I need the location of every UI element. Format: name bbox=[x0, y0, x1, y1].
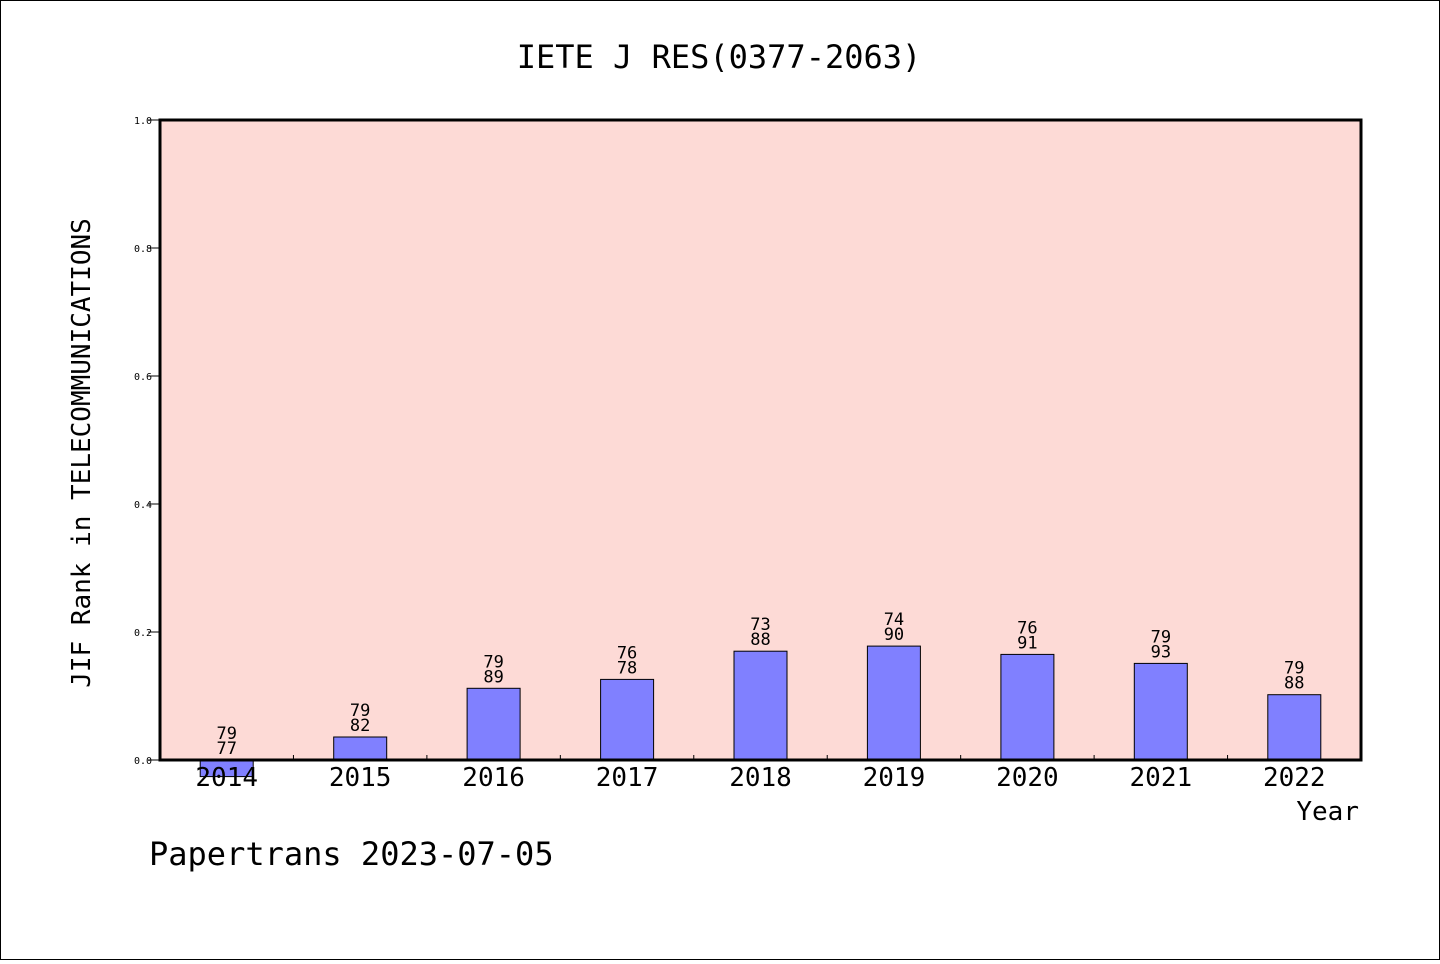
bar-rank-label: 88 bbox=[1284, 674, 1304, 694]
x-axis-label: Year bbox=[1296, 797, 1359, 827]
footer-text: Papertrans 2023-07-05 bbox=[149, 835, 554, 873]
bar-total-label: 79 bbox=[1151, 627, 1171, 647]
bar-total-label: 79 bbox=[483, 652, 503, 672]
x-tick-label: 2014 bbox=[195, 763, 258, 793]
bar-total-label: 79 bbox=[350, 701, 370, 721]
bar-rank-label: 88 bbox=[750, 630, 770, 650]
bar-rank-label: 91 bbox=[1017, 633, 1037, 653]
bar-total-label: 73 bbox=[750, 615, 770, 635]
bar-2015 bbox=[333, 736, 388, 761]
x-tick-label: 2017 bbox=[596, 763, 659, 793]
bar-rank-label: 93 bbox=[1151, 642, 1171, 662]
bar-2016 bbox=[466, 687, 521, 761]
chart-title: IETE J RES(0377-2063) bbox=[517, 38, 922, 76]
bar-2018 bbox=[733, 650, 788, 761]
x-tick-label: 2015 bbox=[329, 763, 392, 793]
bar-total-label: 74 bbox=[884, 610, 904, 630]
bar-2017 bbox=[600, 678, 655, 761]
y-tick-label: 0.4 bbox=[134, 500, 152, 511]
x-tick-label: 2016 bbox=[462, 763, 525, 793]
bar-2020 bbox=[1000, 653, 1055, 761]
y-axis-label: JIF Rank in TELECOMMUNICATIONS bbox=[67, 218, 97, 688]
y-tick-label: 0.6 bbox=[134, 372, 152, 383]
bar-total-label: 79 bbox=[1284, 659, 1304, 679]
bar-2019 bbox=[866, 645, 921, 761]
bar-rank-label: 82 bbox=[350, 716, 370, 736]
bar-2021 bbox=[1133, 662, 1188, 761]
y-axis: 0.0 0.2 0.4 0.6 0.8 1.0 bbox=[134, 116, 160, 767]
y-tick-label: 0.0 bbox=[134, 756, 152, 767]
y-tick-label: 1.0 bbox=[134, 116, 152, 127]
bar-rank-label: 78 bbox=[617, 658, 637, 678]
x-axis: 2014 2015 2016 2017 2018 2019 2020 2021 2022 bbox=[195, 755, 1326, 793]
x-tick-label: 2022 bbox=[1263, 763, 1326, 793]
bar-total-label: 76 bbox=[1017, 618, 1037, 638]
bar-rank-label: 77 bbox=[216, 739, 236, 759]
y-tick-label: 0.2 bbox=[134, 628, 152, 639]
bar-2022 bbox=[1267, 694, 1322, 761]
bar-total-label: 76 bbox=[617, 643, 637, 663]
x-tick-label: 2019 bbox=[863, 763, 926, 793]
bar-rank-label: 90 bbox=[884, 625, 904, 645]
bars bbox=[199, 645, 1322, 778]
bar-total-label: 79 bbox=[216, 724, 236, 744]
plot-border bbox=[158, 118, 1363, 762]
x-tick-label: 2021 bbox=[1130, 763, 1193, 793]
x-tick-label: 2020 bbox=[996, 763, 1059, 793]
y-tick-label: 0.8 bbox=[134, 244, 152, 255]
x-tick-label: 2018 bbox=[729, 763, 792, 793]
bar-rank-label: 89 bbox=[483, 667, 503, 687]
